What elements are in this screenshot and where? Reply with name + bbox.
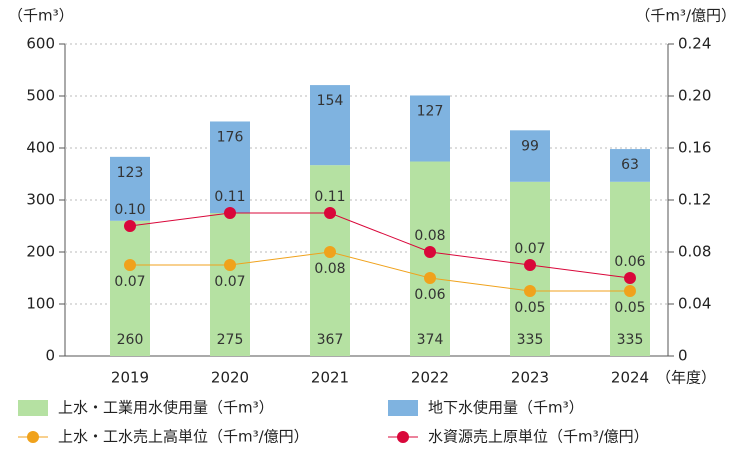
bar bbox=[410, 95, 450, 162]
point bbox=[624, 272, 636, 284]
y2-tick-label: 0.16 bbox=[678, 139, 711, 157]
legend-marker bbox=[27, 431, 39, 443]
point bbox=[324, 207, 336, 219]
bar-value-label: 367 bbox=[317, 332, 344, 348]
x-tick-label: 2020 bbox=[211, 369, 249, 387]
y2-axis-label: （千m³/億円） bbox=[635, 7, 736, 25]
bar bbox=[310, 165, 350, 356]
bar-value-label: 260 bbox=[117, 332, 144, 348]
bar bbox=[210, 213, 250, 356]
bar-value-label: 374 bbox=[417, 332, 444, 348]
y2-tick-label: 0.08 bbox=[678, 243, 711, 261]
y-tick-label: 100 bbox=[26, 295, 55, 313]
point-value-label: 0.08 bbox=[314, 261, 345, 277]
bar bbox=[410, 161, 450, 356]
bar-value-label: 99 bbox=[521, 138, 539, 154]
bar-value-label: 335 bbox=[617, 332, 644, 348]
point-value-label: 0.11 bbox=[314, 189, 345, 205]
legend-label: 水資源売上原単位（千m³/億円） bbox=[428, 428, 649, 446]
bar-value-label: 63 bbox=[621, 157, 639, 173]
y-tick-label: 500 bbox=[26, 87, 55, 105]
line bbox=[129, 212, 631, 279]
bar-value-label: 127 bbox=[417, 103, 444, 119]
point-value-label: 0.07 bbox=[214, 274, 245, 290]
point-value-label: 0.11 bbox=[214, 189, 245, 205]
bar-value-label: 176 bbox=[217, 129, 244, 145]
point bbox=[624, 285, 636, 297]
y-tick-label: 300 bbox=[26, 191, 55, 209]
point-value-label: 0.08 bbox=[414, 228, 445, 244]
legend-swatch bbox=[18, 400, 48, 416]
y-tick-label: 200 bbox=[26, 243, 55, 261]
point-value-label: 0.10 bbox=[114, 202, 145, 218]
bar bbox=[210, 121, 250, 213]
y2-tick-label: 0.04 bbox=[678, 295, 711, 313]
x-tick-label: 2024 bbox=[611, 369, 649, 387]
point-value-label: 0.05 bbox=[614, 300, 645, 316]
legend-label: 上水・工業用水使用量（千m³） bbox=[58, 399, 274, 417]
bar-value-label: 335 bbox=[517, 332, 544, 348]
point bbox=[124, 220, 136, 232]
y-tick-label: 400 bbox=[26, 139, 55, 157]
x-tick-label: 2019 bbox=[111, 369, 149, 387]
x-tick-label: 2021 bbox=[311, 369, 349, 387]
point-value-label: 0.07 bbox=[114, 274, 145, 290]
line bbox=[130, 251, 630, 292]
bar-value-label: 275 bbox=[217, 332, 244, 348]
point bbox=[424, 272, 436, 284]
bar bbox=[610, 181, 650, 356]
bar-value-label: 154 bbox=[317, 93, 344, 109]
legend-label: 上水・工水売上高単位（千m³/億円） bbox=[58, 428, 309, 446]
y2-tick-label: 0.12 bbox=[678, 191, 711, 209]
y2-tick-label: 0.24 bbox=[678, 35, 711, 53]
point-value-label: 0.07 bbox=[514, 241, 545, 257]
point bbox=[124, 259, 136, 271]
point bbox=[224, 207, 236, 219]
y-tick-label: 600 bbox=[26, 35, 55, 53]
y2-tick-label: 0.20 bbox=[678, 87, 711, 105]
y-tick-label: 0 bbox=[45, 347, 55, 365]
point bbox=[524, 259, 536, 271]
bar-value-label: 123 bbox=[117, 165, 144, 181]
x-axis-label: （年度） bbox=[656, 369, 716, 387]
bar bbox=[110, 156, 150, 221]
y-axis-label: （千m³） bbox=[8, 7, 74, 25]
legend-label: 地下水使用量（千m³） bbox=[428, 399, 584, 417]
point-value-label: 0.06 bbox=[614, 254, 645, 270]
point bbox=[224, 259, 236, 271]
point bbox=[324, 246, 336, 258]
legend-marker bbox=[397, 431, 409, 443]
x-tick-label: 2022 bbox=[411, 369, 449, 387]
bar bbox=[610, 149, 650, 182]
point bbox=[524, 285, 536, 297]
bar bbox=[510, 130, 550, 182]
bar bbox=[310, 85, 350, 166]
bar bbox=[110, 220, 150, 356]
x-tick-label: 2023 bbox=[511, 369, 549, 387]
point-value-label: 0.05 bbox=[514, 300, 545, 316]
y2-tick-label: 0 bbox=[678, 347, 688, 365]
legend-swatch bbox=[388, 400, 418, 416]
point bbox=[424, 246, 436, 258]
point-value-label: 0.06 bbox=[414, 287, 445, 303]
